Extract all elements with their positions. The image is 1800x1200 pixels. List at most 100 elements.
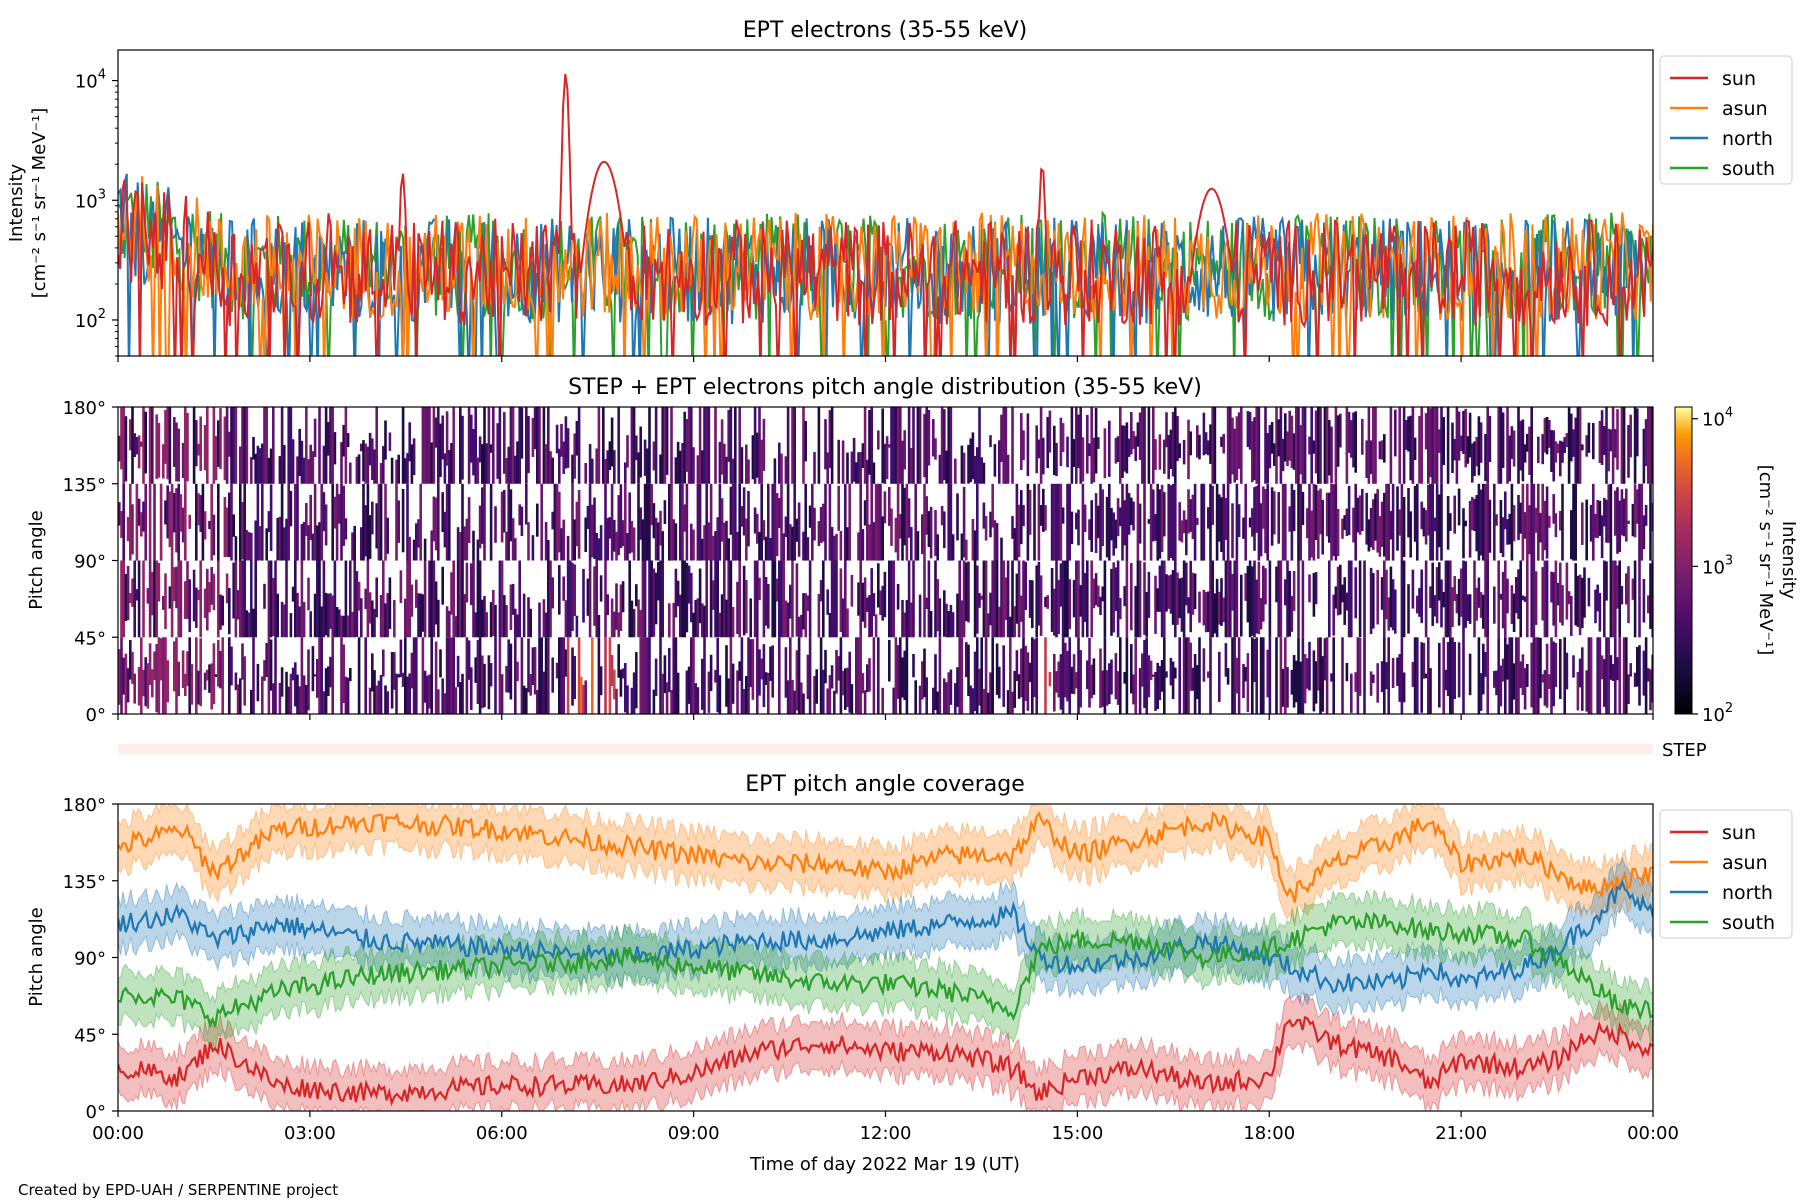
heatmap-cell: [877, 637, 880, 714]
heatmap-cell: [621, 520, 625, 547]
heatmap-cell: [384, 603, 387, 638]
heatmap-cell: [1433, 407, 1437, 484]
heatmap-cell: [1618, 500, 1621, 553]
heatmap-cell: [155, 414, 158, 480]
heatmap-cell: [696, 598, 700, 638]
heatmap-cell: [1163, 560, 1166, 638]
heatmap-cell: [441, 415, 444, 460]
heatmap-cell: [318, 637, 321, 714]
heatmap-cell: [522, 593, 526, 638]
heatmap-cell: [692, 612, 695, 638]
heatmap-cell: [1017, 560, 1021, 638]
heatmap-cell: [641, 519, 645, 561]
heatmap-cell: [445, 637, 449, 714]
heatmap-cell: [305, 407, 308, 484]
heatmap-cell: [1123, 500, 1126, 546]
heatmap-cell: [1189, 499, 1192, 532]
heatmap-cell: [1603, 659, 1606, 707]
heatmap-cell: [582, 568, 585, 623]
heatmap-cell: [903, 650, 906, 701]
heatmap-cell: [430, 442, 433, 484]
heatmap-cell: [1429, 483, 1432, 561]
heatmap-cell: [1537, 483, 1540, 561]
heatmap-cell: [1385, 483, 1388, 561]
heatmap-cell: [1501, 658, 1505, 682]
heatmap-cell: [918, 594, 922, 638]
x-tick-label: 18:00: [1243, 1123, 1295, 1144]
heatmap-cell: [907, 407, 911, 484]
heatmap-cell: [857, 532, 860, 561]
heatmap-cell: [1046, 416, 1049, 468]
heatmap-cell: [868, 524, 871, 561]
heatmap-cell: [786, 407, 790, 484]
heatmap-cell: [291, 439, 295, 484]
heatmap-cell: [1174, 483, 1177, 561]
heatmap-cell: [1270, 422, 1274, 454]
heatmap-cell: [1336, 566, 1340, 616]
heatmap-cell: [1264, 568, 1267, 605]
heatmap-cell: [1380, 440, 1384, 460]
heatmap-cell: [366, 446, 370, 484]
heatmap-cell: [1550, 637, 1553, 714]
heatmap-cell: [1160, 660, 1164, 692]
heatmap-cell: [1050, 568, 1054, 632]
heatmap-cell: [998, 606, 1001, 638]
heatmap-cell: [364, 637, 367, 714]
heatmap-cell: [379, 463, 383, 484]
heatmap-cell: [890, 560, 893, 638]
heatmap-cell: [1191, 494, 1195, 540]
heatmap-cell: [731, 663, 735, 704]
heatmap-cell: [993, 520, 997, 561]
heatmap-cell: [263, 583, 266, 609]
heatmap-cell: [137, 560, 141, 638]
heatmap-cell: [1482, 643, 1485, 695]
heatmap-cell: [696, 483, 700, 561]
heatmap-cell: [210, 663, 213, 710]
heatmap-cell: [1352, 507, 1355, 543]
heatmap-cell: [410, 444, 414, 484]
heatmap-cell: [1165, 671, 1168, 678]
heatmap-cell: [1061, 507, 1065, 524]
heatmap-cell: [861, 673, 865, 694]
heatmap-cell: [1152, 407, 1155, 484]
heatmap-cell: [837, 656, 840, 681]
heatmap-cell: [973, 456, 977, 484]
heatmap-cell: [518, 407, 521, 484]
heatmap-cell: [1420, 569, 1423, 624]
heatmap-cell: [1090, 500, 1093, 552]
heatmap-cell: [989, 592, 992, 626]
heatmap-cell: [1020, 595, 1023, 622]
heatmap-cell: [1281, 483, 1285, 561]
heatmap-cell: [126, 565, 130, 620]
heatmap-cell: [1594, 513, 1597, 538]
heatmap-cell: [118, 435, 121, 462]
heatmap-cell: [1292, 571, 1296, 611]
heatmap-cell: [1262, 486, 1265, 529]
heatmap-cell: [1440, 579, 1443, 628]
heatmap-cell: [1457, 578, 1461, 626]
heatmap-cell: [406, 483, 409, 561]
heatmap-cell: [613, 669, 616, 700]
heatmap-cell: [467, 497, 471, 543]
heatmap-cell: [1176, 416, 1179, 462]
heatmap-cell: [934, 438, 937, 460]
heatmap-cell: [1537, 637, 1540, 714]
heatmap-cell: [412, 438, 416, 476]
heatmap-cell: [1299, 661, 1302, 714]
heatmap-cell: [531, 535, 535, 561]
heatmap-cell: [441, 492, 444, 532]
heatmap-cell: [712, 580, 715, 610]
heatmap-cell: [1053, 425, 1056, 476]
heatmap-cell: [437, 483, 440, 561]
heatmap-cell: [481, 599, 484, 638]
heatmap-cell: [725, 645, 728, 707]
heatmap-cell: [1541, 567, 1544, 621]
heatmap-cell: [487, 655, 491, 710]
heatmap-cell: [1035, 425, 1038, 474]
heatmap-cell: [302, 602, 306, 638]
heatmap-cell: [1363, 560, 1366, 638]
heatmap-cell: [692, 637, 695, 714]
heatmap-cell: [855, 637, 858, 714]
heatmap-cell: [210, 567, 213, 605]
heatmap-cell: [1565, 652, 1569, 690]
